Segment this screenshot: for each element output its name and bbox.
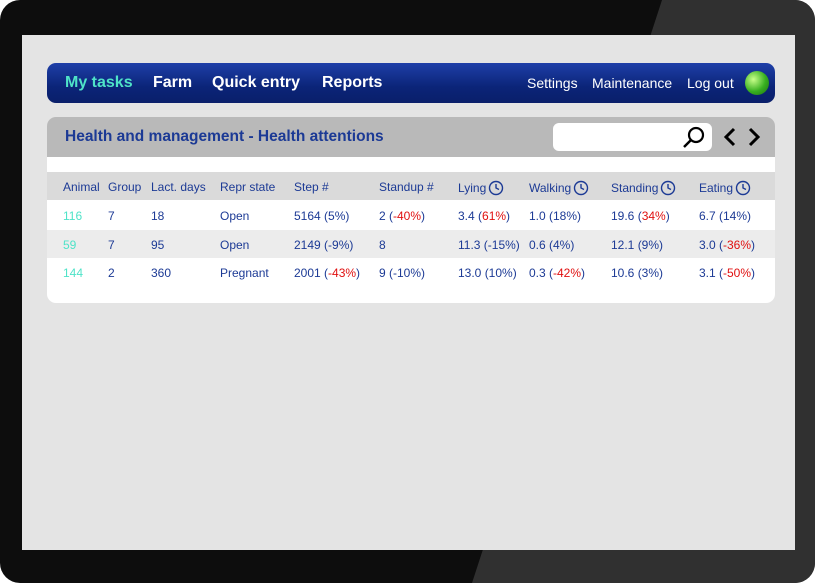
- cell-text: 3.4 (: [458, 209, 483, 223]
- alert-value: -40%: [393, 209, 422, 223]
- clock-icon: [489, 180, 504, 196]
- cell: 2001 (-43%): [294, 266, 360, 280]
- cell-text: ): [751, 237, 756, 252]
- cell-text: 2001 (: [294, 266, 329, 280]
- clock-icon: [574, 180, 589, 196]
- alert-value: -42%: [553, 266, 582, 280]
- table-row: 59 7 95 Open 2149 (-9%) 8 11.3 (-15%) 0.6 (4%) 1…: [47, 229, 775, 258]
- nav-item[interactable]: Farm: [153, 74, 193, 91]
- column-label: Step #: [294, 180, 329, 194]
- column-header: Step #: [294, 180, 329, 194]
- table-row: 116 7 18 Open 5164 (5%) 2 (-40%) 3.4 (61%) 1.0 …: [47, 201, 775, 229]
- cell: 3.1 (-50%): [699, 266, 755, 280]
- cell: 2149 (-9%): [294, 237, 354, 252]
- cell: Open: [220, 237, 250, 252]
- cell: 0.6 (4%): [529, 237, 575, 252]
- column-header: Standup #: [379, 180, 434, 194]
- cell-text: ): [751, 266, 756, 280]
- cell: 8: [379, 237, 386, 252]
- cell: 2: [108, 266, 115, 280]
- cell: 11.3 (-15%): [458, 237, 520, 252]
- cell: 1.0 (18%): [529, 209, 582, 223]
- cell-text: 3.1 (: [699, 266, 724, 280]
- cell-text: ): [665, 209, 670, 223]
- cell: 7: [108, 209, 115, 223]
- alert-value: 34%: [641, 209, 666, 223]
- section-title: Health and management - Health attention…: [65, 128, 384, 145]
- nav-link[interactable]: Log out: [687, 75, 734, 91]
- column-header: Animal: [63, 180, 100, 194]
- column-header: Standing: [611, 180, 676, 196]
- cell: Pregnant: [220, 266, 269, 280]
- cell: Open: [220, 209, 250, 223]
- column-label: Walking: [529, 181, 572, 195]
- alert-value: -36%: [723, 237, 752, 252]
- cell: 5164 (5%): [294, 209, 350, 223]
- cell-text: ): [506, 209, 511, 223]
- cell-text: ): [581, 266, 586, 280]
- cell: 18: [151, 209, 165, 223]
- cell: 6.7 (14%): [699, 209, 752, 223]
- column-label: Standing: [611, 181, 659, 195]
- cell-text: ): [356, 266, 361, 280]
- cell: 360: [151, 266, 172, 280]
- column-label: Standup #: [379, 180, 434, 194]
- column-label: Lact. days: [151, 180, 206, 194]
- cell-text: 0.3 (: [529, 266, 554, 280]
- screen: My tasks Farm Quick entry Reports Settin…: [22, 35, 795, 550]
- animal-id: 144: [63, 266, 84, 280]
- cell: 0.3 (-42%): [529, 266, 585, 280]
- alert-value: -50%: [723, 266, 752, 280]
- nav-link[interactable]: Maintenance: [592, 75, 673, 91]
- cell-text: 2 (: [379, 209, 394, 223]
- pager-arrows[interactable]: [719, 117, 769, 157]
- cell-text: 3.0 (: [699, 237, 724, 252]
- animal-id: 59: [63, 237, 77, 252]
- column-label: Repr state: [220, 180, 276, 194]
- column-label: Group: [108, 180, 142, 194]
- table-row: 144 2 360 Pregnant 2001 (-43%) 9 (-10%) 13.0 (…: [47, 258, 775, 286]
- column-header: Walking: [529, 180, 589, 196]
- cell: 12.1 (9%): [611, 237, 664, 252]
- animal-id: 116: [63, 209, 83, 223]
- nav-item[interactable]: Quick entry: [212, 74, 301, 91]
- column-header: Lact. days: [151, 180, 206, 194]
- nav-item[interactable]: My tasks: [65, 74, 133, 91]
- cell: 13.0 (10%): [458, 266, 517, 280]
- cell: 3.0 (-36%): [699, 238, 755, 252]
- cell: 2 (-40%): [379, 209, 425, 223]
- alert-value: -43%: [328, 266, 357, 280]
- column-label: Lying: [458, 181, 487, 195]
- search-box[interactable]: [553, 123, 712, 151]
- cell: 10.6 (3%): [611, 266, 664, 280]
- column-label: Animal: [63, 180, 100, 194]
- cell: 95: [151, 237, 165, 252]
- clock-icon: [735, 180, 751, 196]
- clock-icon: [661, 180, 676, 196]
- column-header: Eating: [699, 180, 751, 196]
- nav-link[interactable]: Settings: [527, 75, 578, 91]
- column-header: Lying: [458, 180, 504, 196]
- cell-text: 19.6 (: [611, 209, 642, 223]
- nav-item[interactable]: Reports: [322, 74, 383, 91]
- table-header: Animal Group Lact. days Repr state Step # Sta…: [47, 172, 775, 200]
- column-label: Eating: [699, 181, 734, 195]
- table-panel: Animal Group Lact. days Repr state Step # Sta…: [47, 157, 775, 303]
- search-icon: [683, 126, 705, 148]
- nav-bar: My tasks Farm Quick entry Reports Settin…: [47, 63, 775, 103]
- globe-icon[interactable]: [745, 71, 769, 95]
- cell: 7: [108, 237, 115, 252]
- alert-value: 61%: [482, 209, 507, 223]
- column-header: Repr state: [220, 180, 275, 194]
- cell-text: ): [421, 209, 426, 223]
- cell: 9 (-10%): [379, 266, 426, 280]
- cell: 19.6 (34%): [611, 209, 670, 223]
- column-header: Group: [108, 180, 141, 194]
- cell: 3.4 (61%): [458, 209, 510, 223]
- section-header: Health and management - Health attention…: [47, 117, 775, 157]
